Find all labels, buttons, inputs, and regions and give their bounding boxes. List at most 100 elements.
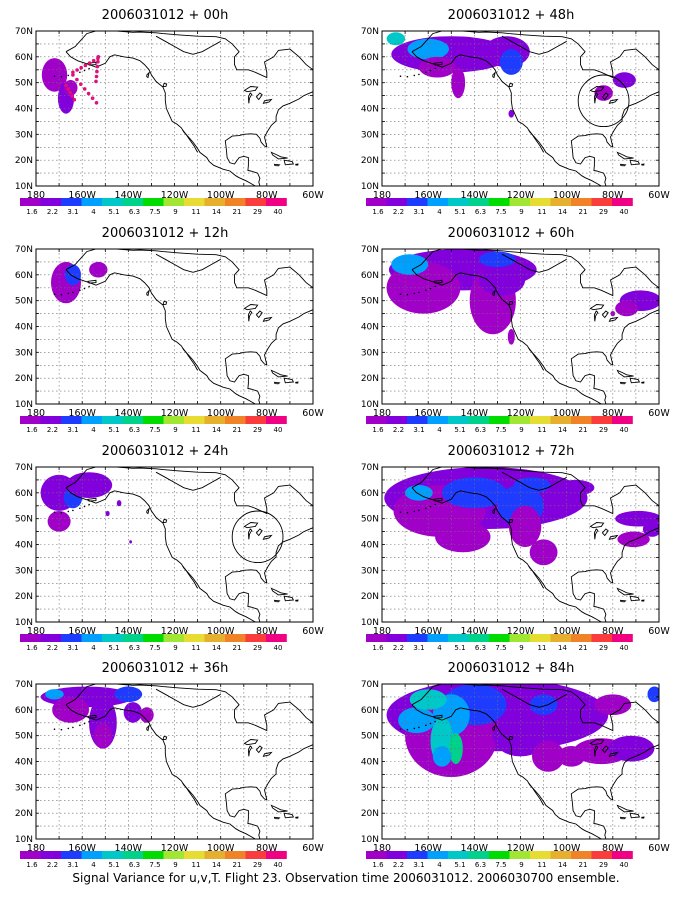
colorbar-swatch xyxy=(204,198,226,206)
lat-tick-label: 40N xyxy=(15,541,33,551)
colorbar-swatch xyxy=(571,198,592,206)
variance-region xyxy=(435,521,491,553)
lat-tick-label: 20N xyxy=(361,809,379,819)
map-panel: 70N 60N 50N 40N 30N 20N 10N 180 160W 140W 120W 100W… xyxy=(346,653,676,871)
variance-region xyxy=(105,510,110,517)
lat-tick-label: 70N xyxy=(15,27,33,37)
colorbar-label: 7.5 xyxy=(495,861,506,869)
lon-tick-label: 100W xyxy=(207,843,235,854)
variance-region xyxy=(508,505,542,548)
colorbar-label: 21 xyxy=(233,861,242,869)
variance-region xyxy=(93,722,113,749)
lon-tick-label: 160W xyxy=(68,190,96,201)
colorbar-swatch xyxy=(591,851,613,859)
colorbar-swatch xyxy=(61,198,82,206)
lon-tick-label: 140W xyxy=(461,408,489,419)
grid-lines xyxy=(36,31,313,186)
colorbar-swatch xyxy=(143,416,164,424)
lat-tick-label: 20N xyxy=(15,374,33,384)
variance-region xyxy=(139,707,154,723)
lon-tick-label: 120W xyxy=(161,190,189,201)
colorbar-swatch xyxy=(550,416,572,424)
colorbar-swatch xyxy=(122,198,144,206)
colorbar-swatch xyxy=(184,198,205,206)
colorbar-swatch xyxy=(40,198,62,206)
colorbar-swatch xyxy=(102,634,123,642)
lat-tick-label: 20N xyxy=(361,156,379,166)
colorbar-label: 9 xyxy=(519,208,523,216)
lat-tick-label: 40N xyxy=(15,323,33,333)
coastlines xyxy=(53,31,313,186)
lon-tick-label: 60W xyxy=(302,626,324,637)
variance-region xyxy=(418,56,456,78)
colorbar-label: 21 xyxy=(579,208,588,216)
variance-region xyxy=(492,715,549,757)
map-panel: 70N 60N 50N 40N 30N 20N 10N 180 160W 140W 120W 100W… xyxy=(0,218,330,436)
colorbar-swatch xyxy=(143,634,164,642)
colorbar-label: 9 xyxy=(173,861,177,869)
colorbar-swatch xyxy=(122,851,144,859)
lon-tick-label: 60W xyxy=(302,843,324,854)
colorbar-label: 7.5 xyxy=(149,426,160,434)
colorbar-label: 29 xyxy=(599,861,608,869)
lat-tick-label: 10N xyxy=(15,400,33,410)
lat-tick-label: 20N xyxy=(15,809,33,819)
colorbar: 1.6 2.2 3.1 4 5.1 6.3 7.5 9 11 14 21 29 40 xyxy=(20,416,287,434)
colorbar-label: 2.2 xyxy=(393,644,404,652)
colorbar-swatch xyxy=(184,851,205,859)
variance-shading xyxy=(41,58,78,114)
lat-tick-label: 10N xyxy=(15,835,33,845)
variance-region xyxy=(647,686,659,703)
colorbar-label: 3.1 xyxy=(67,644,78,652)
lon-tick-label: 180 xyxy=(373,190,391,201)
variance-region xyxy=(642,521,659,537)
colorbar-swatch xyxy=(163,198,185,206)
colorbar-swatch xyxy=(184,416,205,424)
variance-region xyxy=(532,740,565,772)
lat-tick-label: 60N xyxy=(15,53,33,63)
colorbar-label: 7.5 xyxy=(149,208,160,216)
lat-tick-label: 60N xyxy=(361,53,379,63)
colorbar-swatch xyxy=(266,198,287,206)
lon-tick-label: 60W xyxy=(648,190,670,201)
colorbar-swatch xyxy=(530,198,551,206)
colorbar-swatch xyxy=(407,851,428,859)
colorbar-label: 2.2 xyxy=(47,208,58,216)
colorbar-label: 4 xyxy=(437,426,442,434)
colorbar: 1.6 2.2 3.1 4 5.1 6.3 7.5 9 11 14 21 29 40 xyxy=(366,634,633,652)
lon-tick-label: 180 xyxy=(373,626,391,637)
lat-tick-label: 50N xyxy=(361,79,379,89)
variance-region xyxy=(391,254,429,275)
colorbar-swatch xyxy=(245,851,267,859)
colorbar-label: 5.1 xyxy=(454,208,465,216)
colorbar-label: 11 xyxy=(538,208,547,216)
colorbar-label: 1.6 xyxy=(372,644,384,652)
colorbar-label: 40 xyxy=(620,426,629,434)
variance-region xyxy=(409,689,447,710)
colorbar-label: 21 xyxy=(579,644,588,652)
colorbar-swatch xyxy=(427,416,449,424)
colorbar-swatch xyxy=(489,851,510,859)
localization-circle xyxy=(577,74,630,128)
coastlines xyxy=(399,467,659,622)
grid-lines xyxy=(382,684,659,839)
colorbar-label: 9 xyxy=(519,861,523,869)
variance-region xyxy=(615,300,639,317)
colorbar-swatch xyxy=(163,851,185,859)
colorbar-label: 6.3 xyxy=(475,426,486,434)
colorbar-label: 9 xyxy=(519,426,523,434)
lat-tick-label: 40N xyxy=(361,105,379,115)
colorbar-swatch xyxy=(204,851,226,859)
colorbar-swatch xyxy=(489,198,510,206)
colorbar-label: 29 xyxy=(253,426,262,434)
colorbar-label: 2.2 xyxy=(47,861,58,869)
variance-shading xyxy=(40,472,133,544)
lon-tick-label: 140W xyxy=(461,190,489,201)
colorbar-swatch xyxy=(163,416,185,424)
coastlines xyxy=(53,684,313,839)
tick-marks xyxy=(381,466,660,623)
colorbar-label: 7.5 xyxy=(149,644,160,652)
lat-tick-label: 20N xyxy=(15,156,33,166)
lon-tick-label: 140W xyxy=(115,843,143,854)
